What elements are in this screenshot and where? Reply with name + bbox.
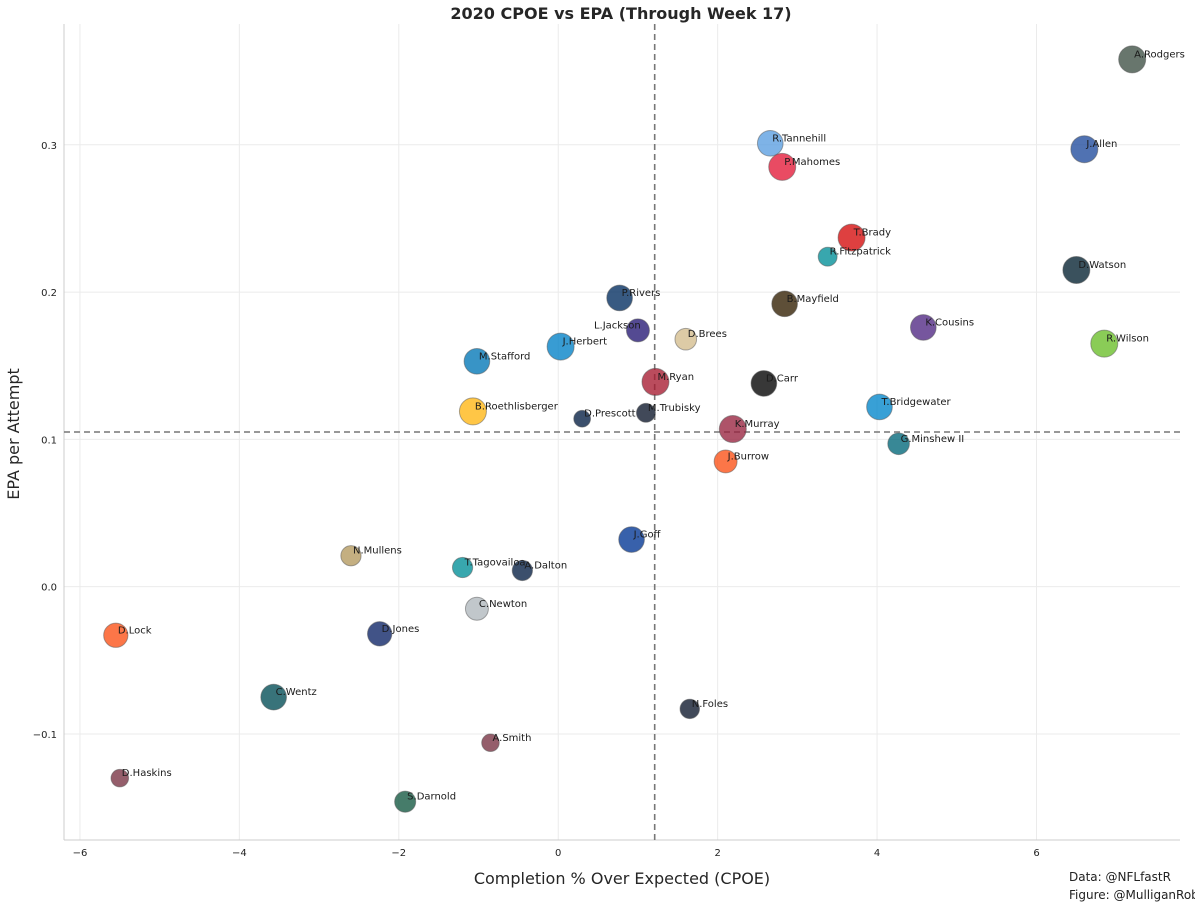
data-point [679, 698, 700, 720]
data-point [1118, 45, 1147, 74]
data-point [458, 397, 487, 426]
data-point [817, 246, 838, 267]
point-label: C.Wentz [276, 687, 317, 698]
data-point [909, 314, 937, 341]
point-label: J.Allen [1085, 139, 1117, 150]
x-tick-label: −2 [391, 848, 406, 859]
point-label: T.Brady [853, 228, 892, 239]
point-label: T.Bridgewater [880, 397, 951, 408]
point-label: D.Prescott [584, 409, 636, 420]
data-point [103, 622, 129, 648]
point-label: A.Dalton [524, 560, 567, 571]
point-label: D.Haskins [122, 768, 172, 779]
point-label: D.Jones [382, 624, 420, 635]
data-point [1090, 329, 1119, 358]
point-label: M.Trubisky [648, 403, 701, 414]
point-label: R.Tannehill [772, 133, 826, 144]
point-label: P.Rivers [622, 288, 661, 299]
point-label: D.Watson [1078, 260, 1126, 271]
x-tick-label: 2 [714, 848, 720, 859]
data-point [718, 415, 747, 444]
figure-credit: Figure: @MulliganRob [1069, 888, 1195, 902]
point-label: J.Herbert [562, 337, 608, 348]
point-label: D.Brees [688, 329, 727, 340]
point-label: R.Fitzpatrick [830, 247, 892, 258]
point-label: P.Mahomes [784, 157, 840, 168]
data-point [837, 223, 866, 252]
x-axis-title: Completion % Over Expected (CPOE) [474, 869, 770, 888]
data-point [756, 129, 784, 157]
x-tick-label: 0 [555, 848, 561, 859]
data-point [771, 290, 798, 318]
point-label: M.Ryan [657, 372, 694, 383]
y-tick-labels: −0.1 0.0 0.1 0.2 0.3 [33, 141, 57, 741]
data-point [1070, 135, 1099, 164]
data-points [103, 45, 1147, 813]
data-point [451, 556, 474, 579]
y-axis-title: EPA per Attempt [4, 368, 23, 500]
point-label: S.Darnold [407, 792, 456, 803]
data-point [866, 393, 893, 421]
point-label: M.Stafford [479, 351, 531, 362]
point-label: J.Burrow [727, 451, 769, 462]
data-point [573, 409, 592, 428]
data-point [481, 733, 500, 753]
data-point [511, 559, 533, 582]
data-point [1062, 255, 1091, 284]
point-label: B.Mayfield [787, 294, 839, 305]
point-label: C.Newton [479, 599, 527, 610]
grid-lines [64, 24, 1180, 840]
reference-lines [64, 24, 1180, 840]
data-point [618, 526, 645, 553]
x-tick-label: −4 [232, 848, 247, 859]
x-tick-label: 6 [1033, 848, 1039, 859]
y-tick-label: 0.3 [41, 141, 57, 152]
data-point [768, 152, 797, 181]
point-label: D.Carr [766, 373, 799, 384]
x-tick-label: −6 [73, 848, 88, 859]
data-point [340, 545, 362, 567]
data-point [367, 621, 393, 647]
point-label: A.Rodgers [1134, 49, 1185, 60]
data-point [887, 432, 910, 456]
point-label: T.Tagovailoa [464, 558, 526, 569]
axes [63, 24, 1180, 841]
y-tick-label: −0.1 [33, 730, 57, 741]
point-label: G.Minshew II [901, 434, 965, 445]
point-label: B.Roethlisberger [475, 401, 559, 412]
x-tick-labels: −6 −4 −2 0 2 4 6 [73, 848, 1040, 859]
data-credit: Data: @NFLfastR [1069, 870, 1171, 884]
point-label: K.Murray [735, 419, 780, 430]
data-point [625, 318, 650, 343]
point-labels: A.Rodgers J.Allen R.Tannehill P.Mahomes T.Br… [118, 49, 1185, 802]
y-tick-label: 0.0 [41, 583, 57, 594]
data-point [546, 332, 575, 361]
data-point [606, 284, 633, 312]
data-point [110, 768, 130, 788]
point-label: D.Lock [118, 625, 152, 636]
point-label: N.Mullens [353, 546, 402, 557]
data-point [641, 367, 670, 396]
data-point [463, 347, 491, 375]
y-tick-label: 0.2 [41, 288, 57, 299]
data-point [394, 790, 417, 813]
point-label: J.Goff [633, 530, 662, 541]
data-point [464, 596, 489, 621]
point-label: N.Foles [692, 699, 728, 710]
y-tick-label: 0.1 [41, 435, 57, 446]
point-label: R.Wilson [1106, 334, 1149, 345]
data-point [674, 327, 698, 351]
data-point [713, 449, 738, 474]
x-tick-label: 4 [874, 848, 880, 859]
point-label: A.Smith [492, 733, 531, 744]
point-label: K.Cousins [925, 317, 974, 328]
data-point [750, 370, 778, 397]
point-label: L.Jackson [594, 320, 641, 331]
data-point [260, 683, 287, 711]
data-point [635, 402, 656, 423]
chart-title: 2020 CPOE vs EPA (Through Week 17) [450, 4, 791, 23]
